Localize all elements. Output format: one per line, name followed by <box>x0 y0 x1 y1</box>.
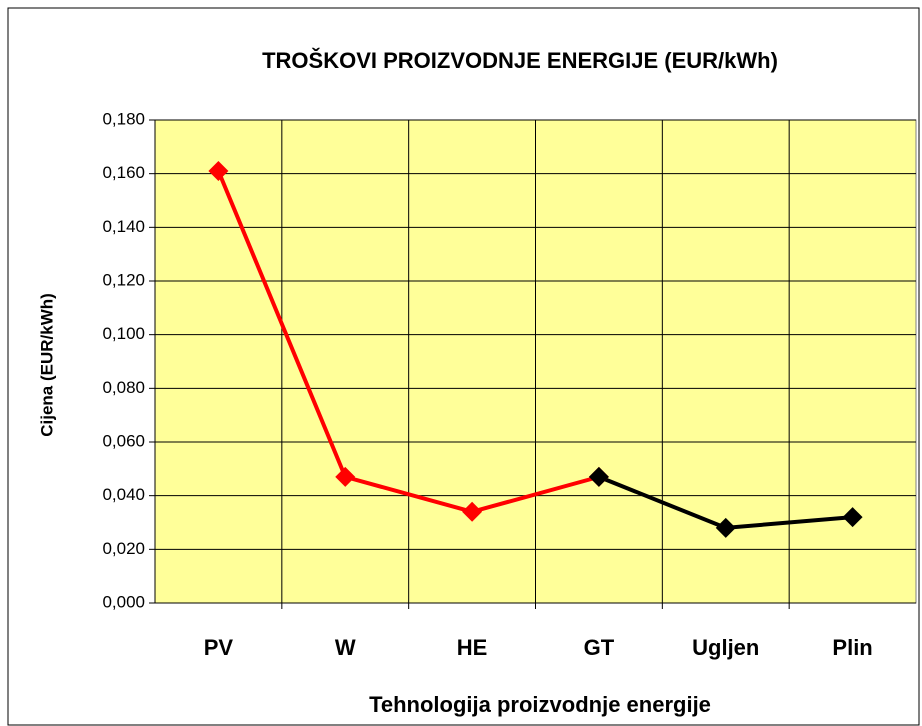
y-tick-label: 0,080 <box>102 378 145 397</box>
x-tick-label: Plin <box>832 635 872 660</box>
data-point <box>462 501 483 522</box>
x-tick-label: GT <box>584 635 615 660</box>
y-tick-label: 0,020 <box>102 539 145 558</box>
y-tick-label: 0,100 <box>102 324 145 343</box>
y-tick-label: 0,180 <box>102 109 145 128</box>
x-axis-label: Tehnologija proizvodnje energije <box>369 692 711 717</box>
chart-title: TROŠKOVI PROIZVODNJE ENERGIJE (EUR/kWh) <box>262 48 778 73</box>
y-tick-label: 0,160 <box>102 163 145 182</box>
x-tick-label: HE <box>457 635 488 660</box>
data-point <box>208 160 229 181</box>
data-point <box>588 466 609 487</box>
y-tick-label: 0,000 <box>102 592 145 611</box>
x-tick-label: Ugljen <box>692 635 759 660</box>
y-tick-label: 0,140 <box>102 217 145 236</box>
y-axis-label: Cijena (EUR/kWh) <box>37 293 56 437</box>
y-tick-label: 0,040 <box>102 485 145 504</box>
y-tick-label: 0,120 <box>102 270 145 289</box>
x-tick-label: W <box>335 635 356 660</box>
x-tick-label: PV <box>204 635 234 660</box>
series-line <box>216 170 600 514</box>
data-point <box>335 466 356 487</box>
y-tick-label: 0,060 <box>102 431 145 450</box>
data-point <box>715 517 736 538</box>
data-point <box>842 507 863 528</box>
